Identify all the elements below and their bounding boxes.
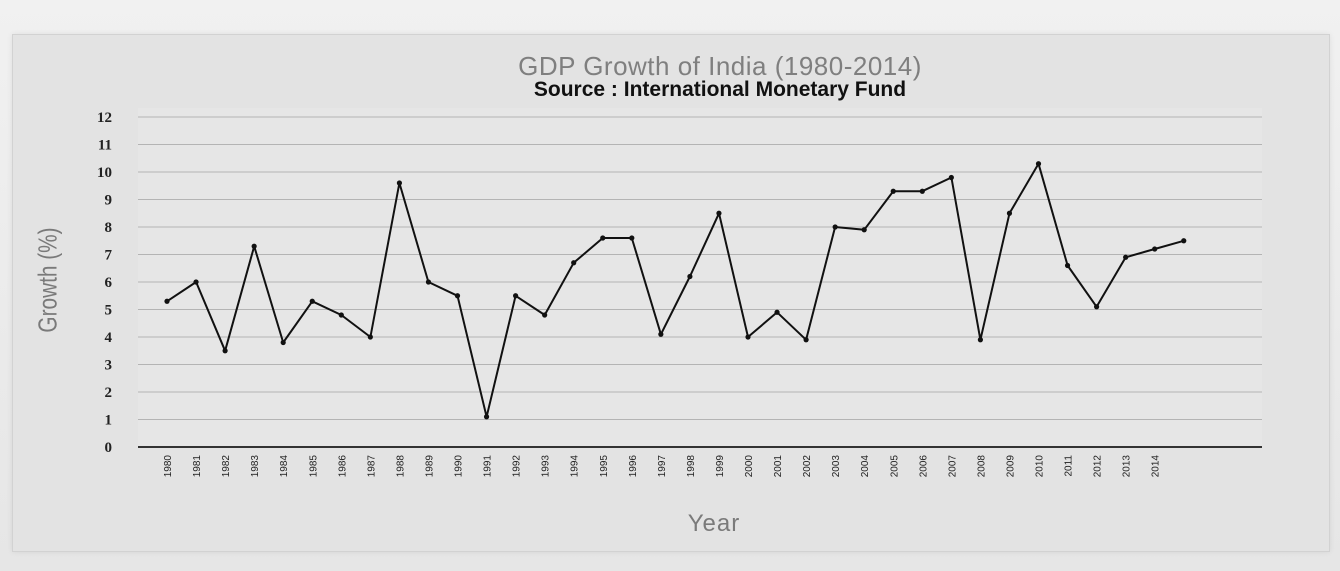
- data-point: [251, 243, 257, 249]
- x-tick-label: 1990: [454, 455, 465, 478]
- y-tick-label: 4: [105, 330, 113, 346]
- x-tick-label: 1991: [483, 455, 494, 478]
- y-axis-label: Growth (%): [32, 227, 63, 333]
- y-tick-label: 1: [105, 413, 113, 429]
- data-point: [861, 227, 867, 233]
- data-point: [542, 312, 548, 318]
- x-tick-label: 1985: [308, 455, 319, 478]
- data-point: [803, 337, 809, 343]
- x-tick-label: 1983: [250, 455, 261, 478]
- data-point: [164, 298, 170, 304]
- data-point: [222, 348, 228, 354]
- data-point: [1064, 262, 1071, 269]
- data-point: [309, 298, 315, 304]
- x-tick-label: 1980: [163, 455, 174, 478]
- y-tick-label: 3: [105, 358, 113, 374]
- data-point: [280, 339, 286, 346]
- data-point: [832, 224, 838, 230]
- x-tick-label: 2005: [889, 455, 900, 478]
- data-point: [513, 293, 519, 299]
- x-tick-label: 1994: [570, 455, 581, 478]
- data-point: [890, 188, 896, 194]
- x-tick-label: 2008: [976, 455, 987, 478]
- x-tick-label: 2006: [918, 455, 929, 478]
- x-tick-label: 2001: [773, 455, 784, 478]
- x-tick-label: 2014: [1151, 455, 1162, 478]
- data-point: [629, 235, 635, 241]
- x-tick-label: 2010: [1035, 455, 1046, 478]
- x-tick-label: 1999: [715, 455, 726, 478]
- y-tick-label: 6: [105, 275, 113, 291]
- data-point: [716, 210, 722, 216]
- data-point: [687, 273, 693, 280]
- x-tick-label: 1992: [512, 455, 523, 478]
- x-tick-label: 2013: [1122, 455, 1133, 478]
- x-tick-label: 1993: [541, 455, 552, 478]
- y-tick-label: 9: [105, 193, 113, 209]
- data-point: [571, 260, 577, 266]
- y-tick-label: 8: [105, 220, 113, 236]
- data-point: [745, 334, 751, 340]
- y-tick-label: 11: [98, 138, 112, 154]
- x-tick-label: 1982: [221, 455, 232, 478]
- data-point: [1152, 246, 1158, 252]
- x-tick-label: 2002: [802, 455, 813, 478]
- data-point: [1123, 254, 1129, 260]
- x-tick-label: 2007: [947, 455, 958, 478]
- data-point: [658, 331, 664, 337]
- x-axis-label: Year: [687, 510, 741, 537]
- x-tick-label: 2012: [1093, 455, 1104, 478]
- x-tick-label: 2003: [831, 455, 842, 478]
- data-point: [774, 309, 780, 315]
- data-point: [396, 180, 402, 186]
- x-tick-label: 2000: [744, 455, 755, 478]
- x-tick-label: 2009: [1005, 455, 1016, 478]
- data-point: [338, 312, 344, 318]
- x-tick-label: 1998: [686, 455, 697, 478]
- data-point: [483, 414, 490, 420]
- x-tick-label: 1989: [424, 455, 435, 478]
- x-tick-label: 2011: [1064, 455, 1075, 477]
- series-line: [166, 162, 1185, 418]
- y-tick-label: 7: [105, 248, 113, 264]
- y-tick-label: 0: [105, 440, 113, 456]
- data-point: [600, 235, 606, 241]
- data-point: [193, 279, 199, 285]
- data-point: [977, 337, 984, 343]
- data-point: [1094, 304, 1100, 310]
- data-point: [454, 293, 461, 299]
- data-point: [919, 188, 925, 194]
- x-tick-label: 1988: [395, 455, 406, 478]
- plot-area: [138, 108, 1262, 447]
- data-point: [425, 279, 432, 285]
- x-tick-label: 1997: [657, 455, 668, 478]
- x-tick-label: 1987: [366, 455, 377, 478]
- data-point: [1181, 238, 1187, 244]
- data-point: [1035, 161, 1042, 167]
- y-tick-label: 5: [105, 303, 113, 319]
- data-point: [1006, 210, 1013, 216]
- y-tick-label: 2: [105, 385, 113, 401]
- x-tick-label: 1984: [279, 455, 290, 478]
- x-tick-label: 1986: [337, 455, 348, 478]
- y-tick-label: 10: [97, 165, 112, 181]
- data-point: [367, 334, 373, 340]
- data-point: [948, 174, 954, 181]
- x-tick-label: 1981: [192, 455, 203, 478]
- x-tick-label: 1996: [628, 455, 639, 478]
- x-tick-label: 1995: [599, 455, 610, 478]
- chart-title: GDP Growth of India (1980-2014): [518, 51, 922, 81]
- x-tick-label: 2004: [860, 455, 871, 478]
- chart-subtitle: Source : International Monetary Fund: [533, 78, 907, 101]
- y-tick-label: 12: [97, 110, 112, 126]
